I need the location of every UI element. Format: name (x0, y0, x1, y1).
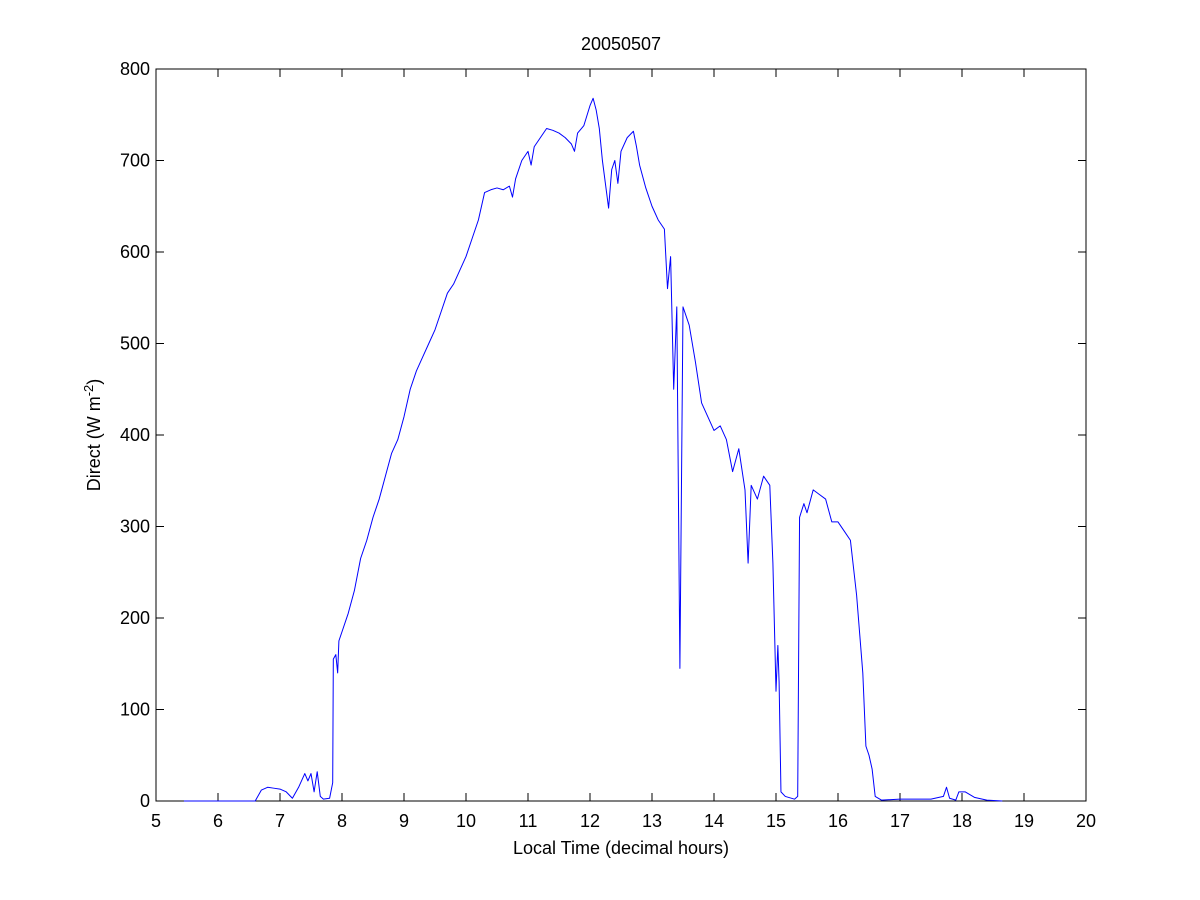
x-tick-label: 18 (952, 811, 972, 831)
y-tick-label: 0 (140, 791, 150, 811)
x-tick-label: 12 (580, 811, 600, 831)
x-tick-label: 9 (399, 811, 409, 831)
x-tick-label: 10 (456, 811, 476, 831)
y-tick-label: 600 (120, 242, 150, 262)
x-tick-label: 6 (213, 811, 223, 831)
x-tick-label: 11 (519, 811, 538, 831)
x-tick-label: 17 (890, 811, 910, 831)
x-tick-label: 20 (1076, 811, 1096, 831)
y-tick-label: 100 (120, 700, 150, 720)
x-tick-label: 7 (275, 811, 285, 831)
chart-title: 20050507 (581, 34, 661, 54)
data-line (183, 97, 1003, 802)
x-tick-label: 14 (704, 811, 724, 831)
y-tick-label: 300 (120, 517, 150, 537)
y-label-end: ) (84, 379, 104, 385)
x-axis-label: Local Time (decimal hours) (513, 838, 729, 858)
y-label-sup: -2 (81, 385, 96, 397)
x-tick-label: 15 (766, 811, 786, 831)
y-tick-label: 200 (120, 608, 150, 628)
x-tick-label: 16 (828, 811, 848, 831)
x-tick-label: 13 (642, 811, 662, 831)
y-tick-label: 500 (120, 334, 150, 354)
y-tick-label: 400 (120, 425, 150, 445)
x-tick-label: 5 (151, 811, 161, 831)
x-tick-label: 19 (1014, 811, 1034, 831)
plot-box (155, 68, 1087, 802)
x-tick-label: 8 (337, 811, 347, 831)
y-label-text: Direct (W m (84, 396, 104, 491)
y-tick-label: 700 (120, 151, 150, 171)
y-axis-label: Direct (W m-2) (81, 379, 104, 492)
y-tick-label: 800 (120, 59, 150, 79)
